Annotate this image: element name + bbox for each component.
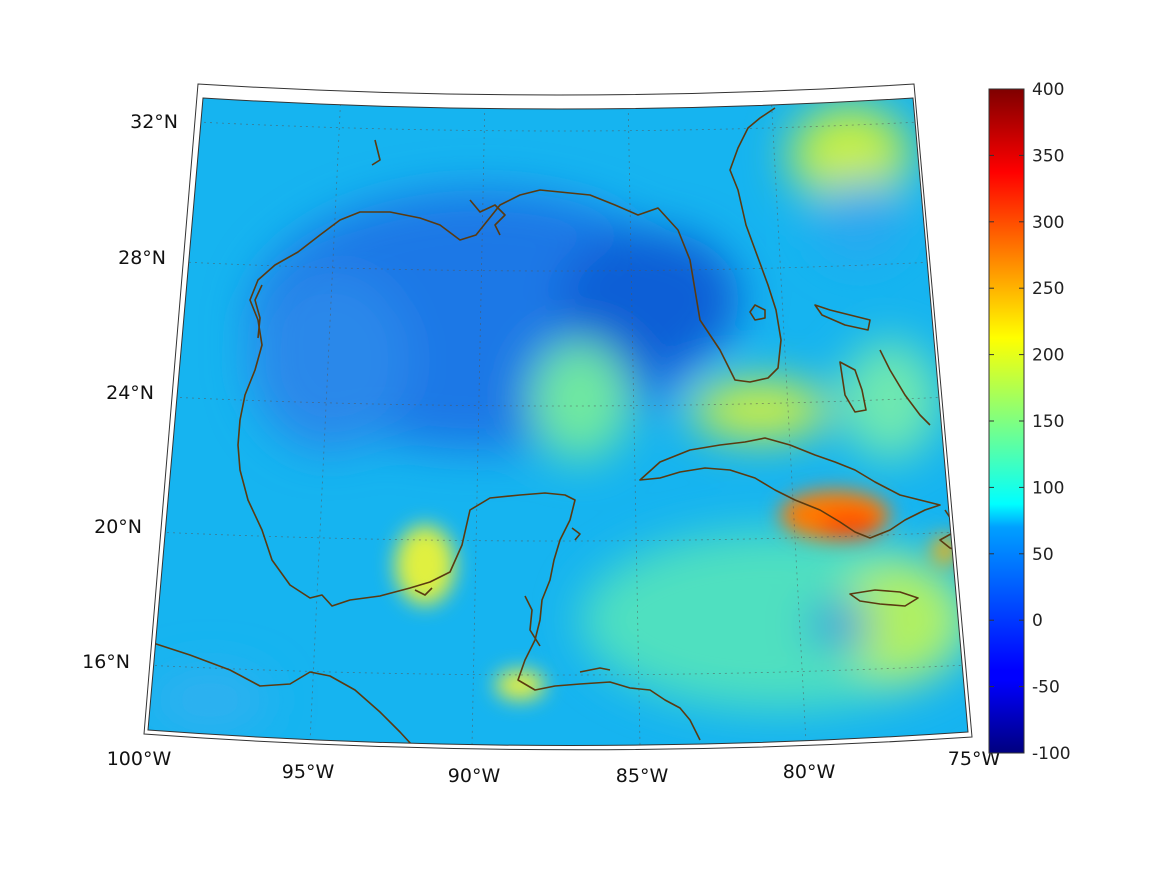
colorbar-tick-label: 300: [1032, 213, 1064, 233]
colorbar-tick-label: -100: [1032, 744, 1071, 764]
haiti-high: [933, 535, 957, 565]
grid-lon-85: [627, 98, 641, 746]
yucatan-channel: [530, 340, 630, 460]
belize-cays: [524, 595, 541, 647]
colorbar-tick-label: 200: [1032, 346, 1064, 366]
lon-label-80: 80°W: [783, 761, 836, 783]
colorbar-tick-label: 350: [1032, 146, 1064, 166]
jamaica-low: [810, 605, 870, 645]
grid-lat-24: [167, 396, 949, 407]
coastlines: [149, 107, 963, 746]
atlantic-dip: [815, 180, 905, 260]
colorbar-tick-label: 0: [1032, 611, 1043, 631]
colorbar-tick-label: 400: [1032, 80, 1064, 100]
lat-label-16: 16°N: [82, 651, 130, 673]
colorbar-tick-label: -50: [1032, 678, 1060, 698]
yucatan-cozumel: [571, 527, 581, 541]
colorbar-tick-label: 150: [1032, 412, 1064, 432]
lon-label-75: 75°W: [948, 748, 1001, 770]
frame-inner: [147, 97, 969, 747]
pacific-low: [150, 670, 270, 730]
colorbar-ticks: [989, 88, 1024, 754]
louisiana-delta: [469, 199, 506, 236]
lon-label-90: 90°W: [448, 765, 501, 787]
atlantic-high-region: [790, 105, 910, 205]
frame-outer: [143, 83, 973, 751]
lat-label-20: 20°N: [94, 516, 142, 538]
colorbar: 400 350 300 250 200 150 100 50 0 -50 -100: [988, 80, 1071, 764]
jamaica-coastline: [849, 589, 919, 607]
lon-label-85: 85°W: [616, 765, 669, 787]
eastern-gulf-lowest-region: [560, 230, 740, 370]
colorbar-tick-label: 50: [1032, 545, 1054, 565]
bahamas-east: [879, 349, 931, 426]
lat-label-28: 28°N: [118, 247, 166, 269]
texas-barrier-islands: [254, 284, 263, 339]
grid-lat-20: [154, 531, 959, 542]
eastern-cuba-core: [820, 511, 880, 539]
mississippi-river-area: [371, 139, 381, 166]
bahamas-andros: [839, 361, 867, 413]
lon-label-100: 100°W: [107, 748, 172, 770]
cuba-coastline: [639, 437, 941, 539]
grid-lon-90: [471, 98, 486, 746]
colorbar-gradient: [988, 88, 1025, 754]
latitude-labels: 32°N 28°N 24°N 20°N 16°N: [82, 111, 178, 673]
colorbar-tick-label: 250: [1032, 279, 1064, 299]
campeche-high-region: [395, 525, 455, 605]
lat-label-24: 24°N: [106, 382, 154, 404]
colorbar-labels: 400 350 300 250 200 150 100 50 0 -50 -100: [1032, 80, 1071, 764]
grid-lon-80: [770, 98, 807, 743]
lake-okeechobee: [749, 304, 766, 321]
colorbar-tick-label: 100: [1032, 478, 1064, 498]
bahamas-north: [814, 304, 871, 331]
data-field: [148, 98, 968, 746]
map-frame: [143, 83, 973, 751]
grid-lat-32: [197, 121, 921, 132]
us-gulf-coast: [237, 107, 782, 741]
florida-straits-high: [690, 380, 830, 440]
campeche-bank-islands: [414, 587, 433, 596]
grid-lon-95: [309, 98, 342, 743]
honduras-high: [495, 670, 545, 700]
longitude-labels: 100°W 95°W 90°W 85°W 80°W 75°W: [107, 748, 1001, 787]
western-gulf-low: [250, 270, 410, 450]
grid-lat-16: [148, 664, 968, 676]
graticule: [148, 98, 968, 746]
honduras-islands: [579, 667, 611, 673]
lat-label-32: 32°N: [130, 111, 178, 133]
lon-label-95: 95°W: [282, 761, 335, 783]
bahamas-moderate: [840, 340, 940, 460]
pacific-coast: [149, 641, 413, 746]
